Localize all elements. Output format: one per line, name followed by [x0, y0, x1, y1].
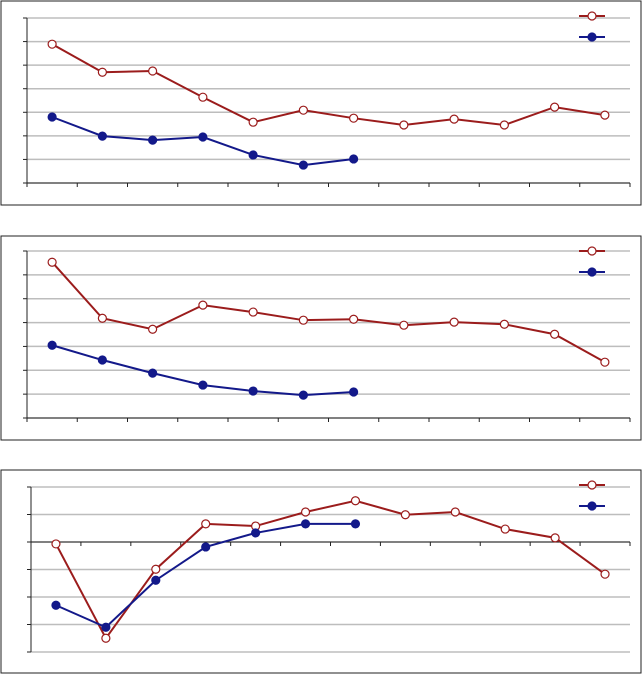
- chart-frame: [0, 0, 642, 206]
- legend-marker: [587, 480, 597, 490]
- data-point: [550, 102, 560, 112]
- data-point: [600, 569, 610, 579]
- data-point: [298, 390, 308, 400]
- legend-marker: [587, 267, 597, 277]
- data-point: [248, 307, 258, 317]
- chart-frame: [0, 235, 642, 441]
- data-point: [97, 355, 107, 365]
- data-point: [47, 340, 57, 350]
- data-point: [600, 357, 610, 367]
- data-point: [400, 510, 410, 520]
- data-point: [499, 120, 509, 130]
- data-point: [151, 575, 161, 585]
- data-point: [499, 319, 509, 329]
- data-point: [151, 564, 161, 574]
- data-point: [349, 154, 359, 164]
- data-point: [350, 519, 361, 529]
- data-point: [500, 524, 510, 534]
- data-point: [298, 160, 308, 170]
- data-point: [300, 507, 311, 517]
- data-point: [399, 320, 409, 330]
- data-point: [201, 519, 211, 529]
- series-line: [55, 499, 606, 641]
- data-point: [47, 257, 57, 267]
- series-line: [51, 261, 606, 364]
- legend-marker: [587, 246, 597, 256]
- data-point: [550, 329, 560, 339]
- data-point: [97, 67, 107, 77]
- data-point: [300, 519, 311, 529]
- data-point: [51, 600, 61, 610]
- data-point: [47, 39, 57, 49]
- data-point: [248, 117, 258, 127]
- data-point: [97, 131, 107, 141]
- data-point: [148, 135, 158, 145]
- legend-marker: [587, 11, 597, 21]
- data-point: [349, 387, 359, 397]
- data-point: [101, 622, 111, 632]
- data-point: [449, 317, 459, 327]
- data-point: [349, 113, 359, 123]
- data-point: [148, 324, 158, 334]
- data-point: [600, 110, 610, 120]
- data-point: [550, 533, 560, 543]
- legend-marker: [587, 32, 597, 42]
- data-point: [101, 633, 111, 643]
- data-point: [198, 132, 208, 142]
- series-line: [51, 43, 606, 127]
- data-point: [47, 112, 57, 122]
- data-point: [298, 315, 308, 325]
- data-point: [350, 496, 361, 506]
- data-point: [349, 314, 359, 324]
- data-point: [450, 507, 460, 517]
- data-point: [248, 386, 258, 396]
- data-point: [51, 539, 61, 549]
- data-point: [198, 380, 208, 390]
- legend-marker: [587, 501, 597, 511]
- data-point: [449, 114, 459, 124]
- data-point: [198, 92, 208, 102]
- data-point: [148, 66, 158, 76]
- data-point: [97, 313, 107, 323]
- data-point: [148, 368, 158, 378]
- data-point: [201, 542, 211, 552]
- data-point: [198, 300, 208, 310]
- data-point: [399, 120, 409, 130]
- data-point: [248, 150, 258, 160]
- data-point: [251, 528, 261, 538]
- chart-frame: [0, 469, 642, 674]
- data-point: [298, 105, 308, 115]
